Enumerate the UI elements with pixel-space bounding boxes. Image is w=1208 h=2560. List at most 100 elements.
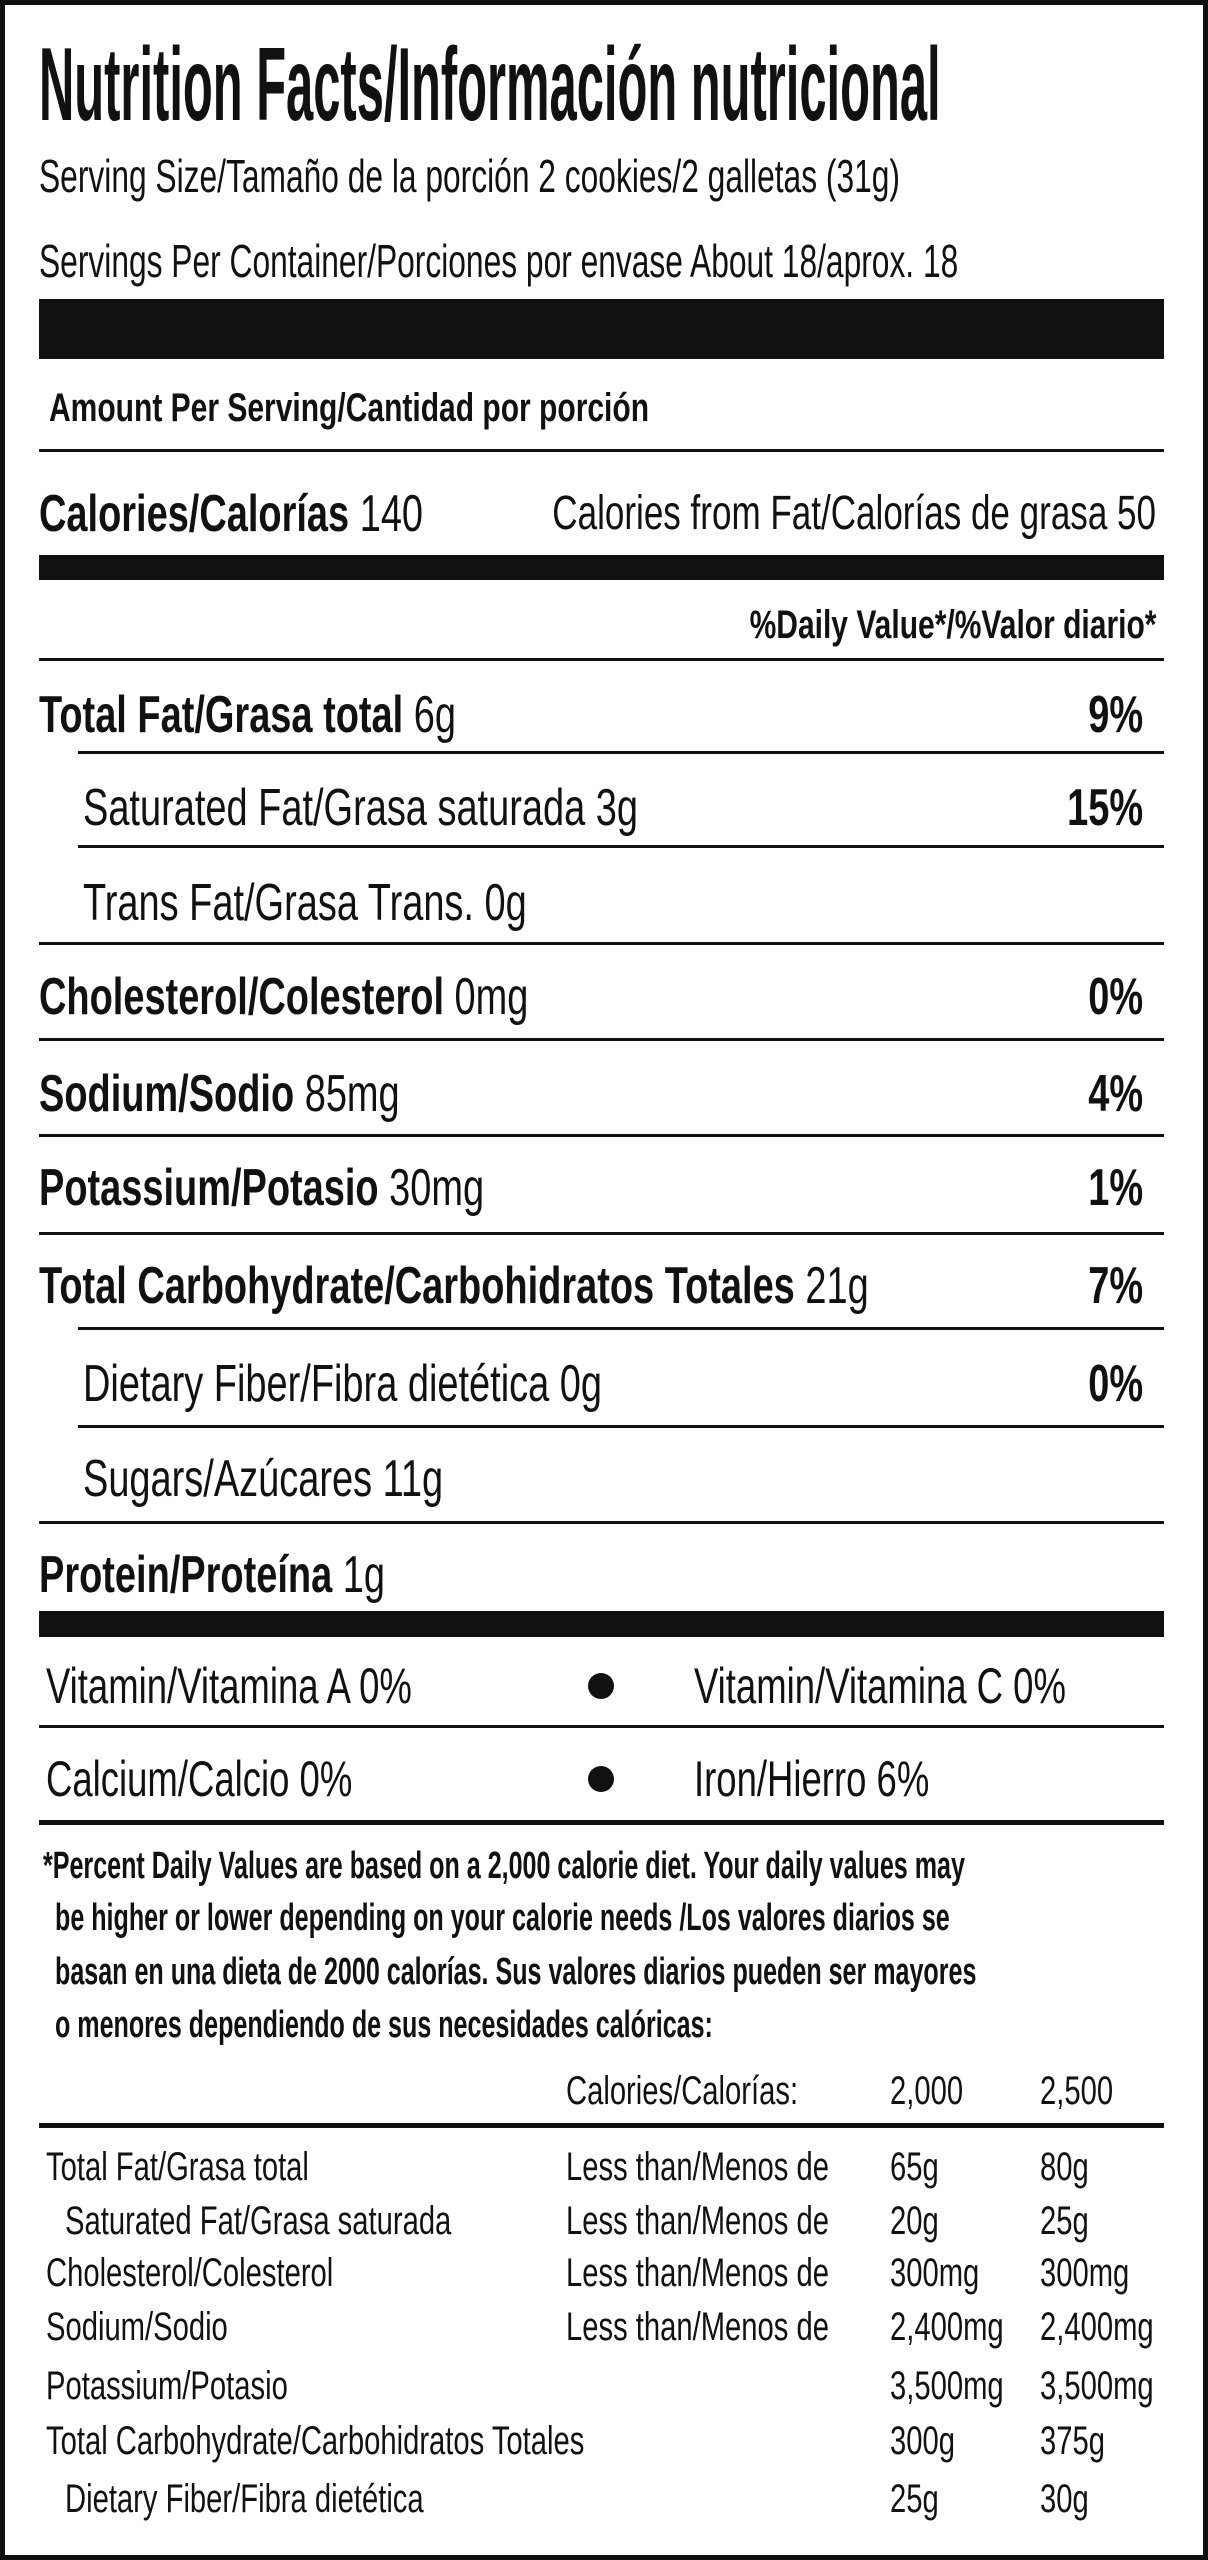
nutrient-label: Dietary Fiber/Fibra dietética	[83, 1355, 550, 1413]
ref-row-col1: 300mg	[890, 2251, 980, 2295]
ref-row-col2: 2,400mg	[1040, 2305, 1154, 2349]
ref-header-label: Calories/Calorías:	[566, 2069, 799, 2113]
nutrient-amount: 30mg	[389, 1159, 485, 1217]
ref-row-col2: 3,500mg	[1040, 2364, 1154, 2408]
nutrient-cholesterol: Cholesterol/Colesterol 0mg	[39, 971, 528, 1023]
divider	[39, 1038, 1164, 1041]
serving-size: Serving Size/Tamaño de la porción 2 cook…	[39, 150, 901, 202]
nutrient-label: Cholesterol/Colesterol	[39, 968, 445, 1026]
nutrient-saturated-fat: Saturated Fat/Grasa saturada 3g	[83, 782, 638, 834]
divider	[78, 845, 1164, 848]
ref-row-col2: 375g	[1040, 2419, 1105, 2463]
divider	[39, 658, 1164, 661]
vitamin-c: Vitamin/Vitamina C 0%	[694, 1658, 1066, 1714]
divider	[39, 2123, 1164, 2128]
footnote-line: basan en una dieta de 2000 calorías. Sus…	[55, 1951, 977, 1993]
nutrient-amount: 1g	[342, 1546, 385, 1604]
ref-row-qualifier: Less than/Menos de	[566, 2305, 829, 2349]
divider	[39, 1232, 1164, 1235]
ref-row-col2: 30g	[1040, 2477, 1089, 2521]
nutrient-sodium: Sodium/Sodio 85mg	[39, 1068, 400, 1120]
calories-label: Calories/Calorías	[39, 485, 350, 543]
nutrient-amount: 85mg	[304, 1065, 400, 1123]
calcium: Calcium/Calcio 0%	[46, 1751, 353, 1807]
nutrient-label: Total Carbohydrate/Carbohidratos Totales	[39, 1257, 795, 1315]
nutrient-amount: 21g	[805, 1257, 869, 1315]
footnote-line: *Percent Daily Values are based on a 2,0…	[43, 1845, 965, 1887]
nutrient-label: Saturated Fat/Grasa saturada	[83, 779, 586, 837]
nutrient-amount: 11g	[382, 1450, 444, 1508]
ref-row-col1: 20g	[890, 2199, 939, 2243]
amount-per-serving: Amount Per Serving/Cantidad por porción	[49, 386, 650, 430]
nutrient-dv: 0%	[1088, 1355, 1143, 1413]
nutrient-label: Potassium/Potasio	[39, 1159, 379, 1217]
ref-row-label: Dietary Fiber/Fibra dietética	[65, 2477, 424, 2521]
ref-header-col1: 2,000	[890, 2069, 964, 2113]
ref-row-col2: 300mg	[1040, 2251, 1130, 2295]
ref-row-col1: 25g	[890, 2477, 939, 2521]
ref-row-col2: 25g	[1040, 2199, 1089, 2243]
calories-from-fat-label: Calories from Fat/Calorías de grasa	[552, 487, 1108, 540]
nutrient-total-carbohydrate: Total Carbohydrate/Carbohidratos Totales…	[39, 1260, 869, 1312]
iron: Iron/Hierro 6%	[694, 1751, 930, 1807]
ref-row-label: Saturated Fat/Grasa saturada	[65, 2199, 452, 2243]
divider	[39, 1521, 1164, 1524]
ref-row-qualifier: Less than/Menos de	[566, 2145, 829, 2189]
nutrient-amount: 0g	[559, 1355, 603, 1413]
divider	[39, 449, 1164, 452]
vitamin-a: Vitamin/Vitamina A 0%	[46, 1658, 412, 1714]
nutrient-dv: 4%	[1088, 1065, 1143, 1123]
nutrient-dietary-fiber: Dietary Fiber/Fibra dietética 0g	[83, 1358, 602, 1410]
nutrient-protein: Protein/Proteína 1g	[39, 1549, 385, 1601]
calories-value: 140	[359, 485, 424, 543]
nutrient-amount: 3g	[595, 779, 638, 837]
ref-row-label: Total Fat/Grasa total	[46, 2145, 309, 2189]
servings-per-container: Servings Per Container/Porciones por env…	[39, 235, 959, 287]
calories-from-fat: Calories from Fat/Calorías de grasa 50	[552, 490, 1156, 538]
nutrient-dv: 7%	[1088, 1257, 1143, 1315]
medium-divider	[39, 555, 1164, 580]
nutrient-label: Protein/Proteína	[39, 1546, 333, 1604]
ref-row-col1: 300g	[890, 2419, 955, 2463]
divider	[39, 1134, 1164, 1137]
nutrient-dv: 1%	[1088, 1159, 1143, 1217]
calories-from-fat-value: 50	[1117, 487, 1156, 540]
nutrient-label: Sodium/Sodio	[39, 1065, 295, 1123]
ref-row-qualifier: Less than/Menos de	[566, 2199, 829, 2243]
ref-row-label: Cholesterol/Colesterol	[46, 2251, 334, 2295]
ref-row-qualifier: Less than/Menos de	[566, 2251, 829, 2295]
ref-row-label: Sodium/Sodio	[46, 2305, 228, 2349]
nutrient-dv: 0%	[1088, 968, 1143, 1026]
ref-row-label: Potassium/Potasio	[46, 2364, 288, 2408]
ref-row-col1: 3,500mg	[890, 2364, 1004, 2408]
nutrient-label: Trans Fat/Grasa Trans.	[83, 874, 474, 932]
bullet-icon	[588, 1766, 614, 1792]
medium-divider	[39, 1611, 1164, 1637]
daily-value-header: %Daily Value*/%Valor diario*	[749, 603, 1156, 647]
ref-row-col2: 80g	[1040, 2145, 1089, 2189]
nutrient-dv: 15%	[1067, 779, 1143, 837]
nutrient-dv: 9%	[1088, 686, 1143, 744]
divider	[78, 1425, 1164, 1428]
divider	[39, 1725, 1164, 1728]
label-title: Nutrition Facts/Información nutricional	[39, 27, 941, 143]
nutrient-total-fat: Total Fat/Grasa total 6g	[39, 689, 456, 741]
nutrient-amount: 0mg	[454, 968, 529, 1026]
calories-row: Calories/Calorías 140	[39, 488, 423, 540]
nutrient-amount: 0g	[484, 874, 527, 932]
divider	[39, 942, 1164, 945]
bullet-icon	[588, 1673, 614, 1699]
nutrient-potassium: Potassium/Potasio 30mg	[39, 1162, 484, 1214]
ref-row-label: Total Carbohydrate/Carbohidratos Totales	[46, 2419, 585, 2463]
nutrient-label: Total Fat/Grasa total	[39, 686, 404, 744]
nutrient-trans-fat: Trans Fat/Grasa Trans. 0g	[83, 877, 527, 929]
nutrient-amount: 6g	[413, 686, 456, 744]
footnote-line: be higher or lower depending on your cal…	[55, 1897, 950, 1939]
nutrient-sugars: Sugars/Azúcares 11g	[83, 1453, 443, 1505]
nutrient-label: Sugars/Azúcares	[83, 1450, 373, 1508]
ref-row-col1: 65g	[890, 2145, 939, 2189]
ref-header-col2: 2,500	[1040, 2069, 1114, 2113]
ref-row-col1: 2,400mg	[890, 2305, 1004, 2349]
divider	[39, 1820, 1164, 1825]
